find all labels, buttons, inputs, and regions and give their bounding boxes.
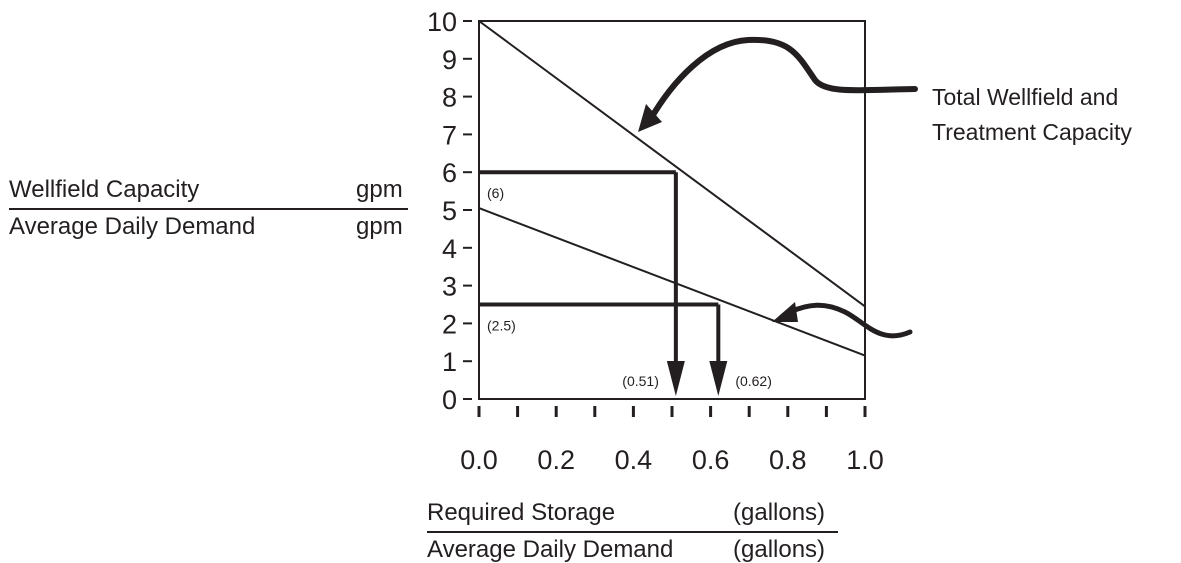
x-tick-label: 0.6 [692,445,730,475]
y-tick-label: 6 [442,158,457,188]
y-tick-label: 3 [442,272,457,302]
y-tick-label: 5 [442,196,457,226]
y-tick-label: 1 [442,347,457,377]
readout-x-label: (0.51) [622,373,659,389]
x-axis-title-denominator: Average Daily Demand [427,536,673,563]
y-axis-title: Wellfield Capacity gpm Average Daily Dem… [9,176,408,240]
x-axis-title: Required Storage (gallons) Average Daily… [427,499,838,563]
x-tick-label: 0.4 [615,445,653,475]
y-axis-title-denominator: Average Daily Demand [9,213,255,240]
x-axis-title-numerator-unit: (gallons) [733,499,825,526]
x-axis: 0.0 0.2 0.4 0.6 0.8 1.0 [460,406,884,475]
x-tick-label: 0.8 [769,445,807,475]
y-tick-label: 2 [442,309,457,339]
y-tick-label: 7 [442,120,457,150]
y-axis: 0 1 2 3 4 5 6 7 8 9 10 [427,7,472,415]
annotation-curved-arrow-lower [787,302,913,339]
plot-frame [478,20,866,400]
upper-line-annotation: Total Wellfield and Treatment Capacity [638,36,1132,145]
annotation-line-1: Total Wellfield and [932,84,1118,110]
series-layer [478,20,866,357]
y-tick-label: 9 [442,45,457,75]
lower-line-annotation [772,302,913,339]
readout-y-label: (6) [487,185,504,201]
readout-arrowhead [709,361,728,396]
annotation-arrowhead-upper [638,104,662,132]
x-axis-title-numerator: Required Storage [427,499,615,526]
x-tick-label: 0.2 [537,445,575,475]
y-tick-label: 0 [442,385,457,415]
x-tick-label: 0.0 [460,445,498,475]
y-tick-label: 4 [442,234,457,264]
annotation-arrowhead-lower [772,302,798,322]
series-line-total-capacity [478,20,866,308]
annotation-curved-arrow-upper [647,36,918,123]
y-tick-label: 10 [427,7,457,37]
x-axis-title-denominator-unit: (gallons) [733,536,825,563]
y-axis-title-numerator: Wellfield Capacity [9,176,199,203]
readout-arrowhead [666,361,685,396]
y-axis-title-numerator-unit: gpm [356,176,403,203]
series-line-lower [478,207,866,357]
y-tick-label: 8 [442,83,457,113]
readout-x-label: (0.62) [735,373,772,389]
readout-y-label: (2.5) [487,318,516,334]
annotation-line-2: Treatment Capacity [932,119,1132,145]
x-tick-label: 1.0 [846,445,884,475]
readout-layer: (6) (0.51) (2.5) (0.62) [479,170,772,396]
y-axis-title-denominator-unit: gpm [356,213,403,240]
